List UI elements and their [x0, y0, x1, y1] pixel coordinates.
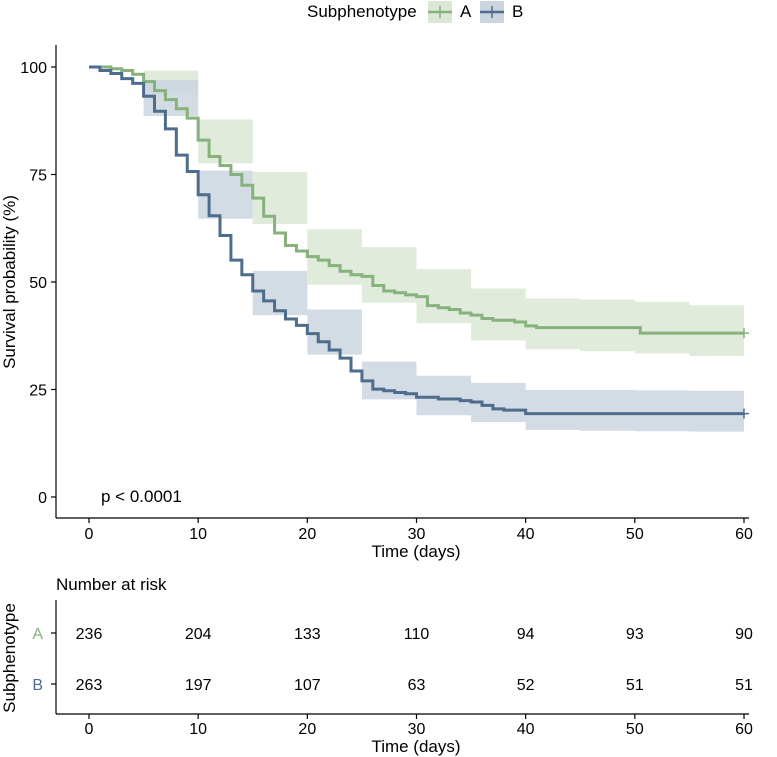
risk-x-tick-label: 0 [85, 721, 94, 738]
y-tick-label: 25 [29, 383, 47, 400]
risk-table: Number at risk Subphenotype A 236 204 133 11… [0, 575, 753, 756]
y-axis-ticks: 0 25 50 75 100 [20, 60, 56, 507]
p-value-annotation: p < 0.0001 [101, 487, 182, 506]
x-axis-label: Time (days) [371, 542, 460, 561]
risk-cell-a: 133 [294, 626, 321, 643]
legend-title: Subphenotype [307, 2, 417, 21]
risk-row-label-a: A [32, 626, 43, 643]
legend-label-b: B [512, 2, 523, 21]
risk-cell-a: 204 [185, 626, 212, 643]
risk-x-tick-label: 60 [735, 721, 753, 738]
risk-table-y-label: Subphenotype [0, 603, 19, 713]
legend-label-a: A [460, 2, 472, 21]
y-tick-label: 75 [29, 168, 47, 185]
x-tick-label: 0 [85, 526, 94, 543]
survival-curve-a [89, 65, 744, 335]
risk-cell-b: 63 [408, 677, 426, 694]
risk-cell-b: 51 [735, 677, 753, 694]
risk-table-title: Number at risk [56, 575, 167, 594]
risk-table-x-label: Time (days) [371, 737, 460, 756]
y-axis-label: Survival probability (%) [0, 195, 19, 369]
risk-cell-a: 94 [517, 626, 535, 643]
risk-table-x-ticks: 0 10 20 30 40 50 60 [85, 714, 753, 738]
x-tick-label: 60 [735, 526, 753, 543]
x-tick-label: 20 [298, 526, 316, 543]
risk-cell-b: 197 [185, 677, 212, 694]
x-tick-label: 40 [517, 526, 535, 543]
y-tick-label: 50 [29, 275, 47, 292]
risk-cell-a: 90 [735, 626, 753, 643]
survival-curve-b [89, 65, 744, 416]
risk-x-tick-label: 50 [626, 721, 644, 738]
legend: Subphenotype A B [307, 1, 523, 23]
survival-plot: 0 25 50 75 100 0 10 20 30 40 50 60 Survival probab… [0, 45, 753, 561]
risk-cell-b: 52 [517, 677, 535, 694]
risk-row-label-b: B [32, 677, 43, 694]
censor-mark-a [739, 328, 749, 339]
y-tick-label: 0 [38, 490, 47, 507]
confidence-band-a [89, 67, 744, 357]
risk-x-tick-label: 30 [408, 721, 426, 738]
risk-cell-a: 93 [626, 626, 644, 643]
x-tick-label: 10 [189, 526, 207, 543]
x-axis-ticks: 0 10 20 30 40 50 60 [85, 518, 753, 543]
x-tick-label: 50 [626, 526, 644, 543]
risk-x-tick-label: 20 [298, 721, 316, 738]
risk-cell-a: 236 [76, 626, 103, 643]
risk-x-tick-label: 10 [189, 721, 207, 738]
confidence-bands [89, 67, 744, 433]
risk-cell-b: 263 [76, 677, 103, 694]
risk-cell-b: 107 [294, 677, 321, 694]
x-tick-label: 30 [408, 526, 426, 543]
y-tick-label: 100 [20, 60, 47, 77]
censor-mark-b [739, 408, 749, 419]
risk-cell-b: 51 [626, 677, 644, 694]
censor-marks [739, 328, 749, 419]
risk-table-rows: A 236 204 133 110 94 93 90 B 263 197 107 63 52 51 51 [32, 626, 753, 694]
risk-x-tick-label: 40 [517, 721, 535, 738]
survival-curves [89, 65, 744, 416]
risk-cell-a: 110 [404, 626, 430, 643]
